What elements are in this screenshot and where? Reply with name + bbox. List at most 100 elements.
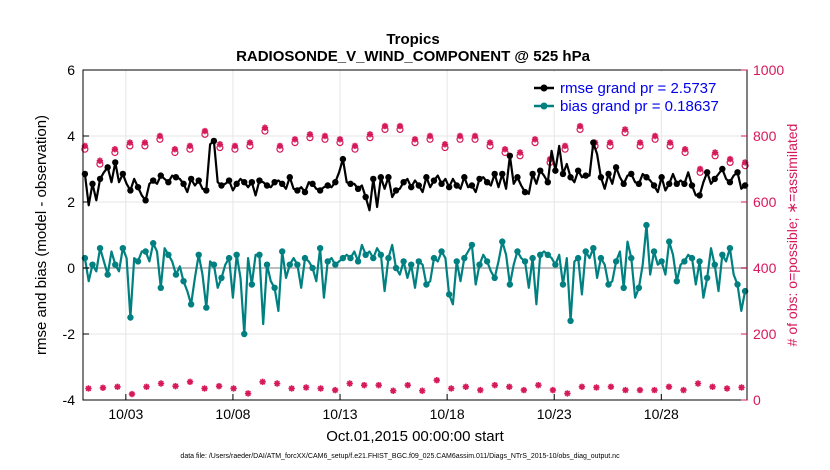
rmse-point [271, 179, 278, 186]
obs-bottom-marker [433, 377, 440, 384]
bias-point [423, 281, 430, 288]
obs-bottom-marker-glyph [157, 380, 165, 387]
rmse-point [165, 179, 172, 186]
obs-assimilated-marker-glyph [306, 131, 314, 138]
rmse-point [559, 170, 567, 178]
obs-bottom-marker [302, 384, 310, 391]
rmse-series-line [83, 139, 746, 212]
bias-point [119, 245, 127, 252]
obs-bottom-marker-glyph [462, 383, 469, 390]
rmse-point [537, 167, 544, 174]
obs-assimilated-marker-glyph [126, 139, 134, 146]
x-axis-label: Oct.01,2015 00:00:00 start [326, 428, 504, 445]
obs-assimilated-marker-glyph [711, 149, 719, 156]
legend-rmse-label: rmse grand pr = 2.5737 [560, 80, 716, 97]
obs-bottom-marker [346, 380, 353, 387]
bias-point [134, 258, 142, 265]
obs-assimilated-marker [246, 139, 254, 146]
bias-point [385, 254, 392, 262]
bias-point [370, 254, 377, 262]
x-tick-label: 10/28 [644, 406, 679, 422]
obs-assimilated-marker [486, 139, 494, 146]
rmse-point [620, 180, 627, 188]
obs-bottom-marker-glyph [535, 381, 542, 389]
bias-point [552, 261, 559, 268]
obs-assimilated-marker [516, 149, 524, 156]
obs-assimilated-marker [186, 142, 194, 150]
obs-bottom-marker-glyph [665, 383, 673, 390]
obs-bottom-marker-glyph [419, 387, 426, 394]
bias-point [445, 291, 453, 298]
rmse-point [590, 139, 597, 146]
obs-assimilated-marker-glyph [291, 136, 299, 143]
rmse-point [430, 177, 438, 184]
obs-assimilated-marker [711, 149, 719, 156]
bias-point [241, 330, 248, 338]
rmse-point [149, 177, 157, 184]
y-axis-right: 0 200 400 600 800 1000 [741, 62, 784, 408]
bias-point [210, 261, 218, 268]
rmse-point [119, 170, 127, 178]
bias-point [703, 274, 711, 282]
rmse-point [279, 180, 286, 188]
bias-point [544, 251, 551, 258]
obs-assimilated-marker [621, 126, 629, 133]
obs-bottom-marker [462, 383, 469, 390]
obs-assimilated-marker [141, 139, 149, 146]
bias-point [688, 254, 696, 262]
obs-bottom-marker [506, 383, 513, 390]
rmse-point [96, 175, 104, 183]
bias-point [286, 261, 293, 268]
rmse-point [225, 177, 233, 184]
obs-assimilated-marker-glyph [561, 142, 569, 150]
rmse-point [89, 180, 96, 188]
obs-assimilated-marker-glyph [216, 141, 224, 148]
obs-bottom-marker-glyph [738, 384, 745, 391]
obs-bottom-marker-glyph [186, 378, 194, 386]
bias-point [157, 284, 164, 291]
obs-bottom-marker [375, 381, 382, 389]
obs-assimilated-marker [381, 122, 389, 130]
obs-bottom-marker-glyph [114, 383, 121, 390]
bias-point [491, 274, 498, 282]
obs-assimilated-marker-glyph [246, 139, 254, 146]
bias-point [529, 254, 536, 262]
obs-assimilated-marker [306, 131, 314, 138]
y-right-tick-label: 400 [753, 260, 777, 276]
rmse-point [392, 187, 400, 194]
rmse-point [203, 187, 210, 194]
rmse-point [688, 182, 696, 189]
obs-bottom-marker-glyph [128, 390, 136, 398]
rmse-point [423, 174, 430, 181]
x-tick-label: 10/13 [323, 406, 358, 422]
obs-bottom-marker-glyph [549, 386, 557, 394]
obs-bottom-marker [636, 386, 644, 394]
data-file-footnote: data file: /Users/raeder/DAI/ATM_forcXX/… [180, 453, 620, 460]
rmse-point [195, 177, 202, 184]
bias-point [233, 251, 240, 258]
bias-point [127, 314, 134, 321]
legend: rmse grand pr = 2.5737 bias grand pr = 0… [528, 72, 744, 115]
x-tick-label: 10/03 [108, 406, 143, 422]
bias-point [187, 301, 195, 308]
bias-point [218, 274, 225, 282]
rmse-point [263, 182, 271, 189]
bias-point [362, 251, 369, 258]
obs-assimilated-marker [636, 139, 644, 146]
obs-assimilated-marker-glyph [636, 139, 644, 146]
y-tick-label: 4 [67, 128, 75, 144]
legend-bias-marker [540, 102, 548, 110]
obs-bottom-marker-glyph [433, 377, 440, 384]
obs-bottom-marker [128, 390, 136, 398]
obs-bottom-marker [738, 384, 745, 391]
obs-bottom-marker [361, 381, 368, 389]
bias-point [453, 258, 460, 265]
bias-point [521, 258, 529, 265]
obs-assimilated-marker-glyph [111, 146, 119, 153]
obs-assimilated-marker [696, 165, 704, 173]
obs-assimilated-marker [666, 139, 674, 146]
obs-bottom-marker-glyph [564, 390, 571, 397]
obs-assimilated-marker [156, 132, 164, 140]
obs-assimilated-marker [501, 146, 509, 153]
obs-bottom-marker [273, 380, 281, 387]
